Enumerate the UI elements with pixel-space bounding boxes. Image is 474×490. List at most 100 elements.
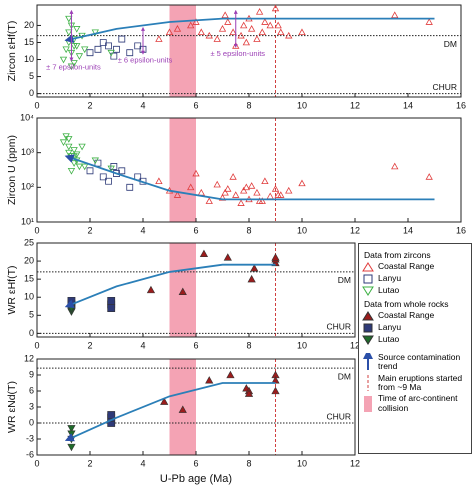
legend-label: Lutao (378, 334, 400, 345)
y-axis-label: WR εNd(T) (6, 381, 18, 433)
data-point (139, 177, 147, 185)
x-tick-label: 0 (34, 340, 39, 350)
data-point (65, 136, 73, 143)
annotation: ± 5 epsilon-units (210, 49, 265, 58)
x-tick-label: 14 (403, 225, 413, 235)
data-point (59, 139, 68, 147)
legend-heading: Data from zircons (364, 250, 431, 260)
reference-label: DM (444, 39, 457, 49)
data-point (229, 173, 237, 180)
data-point (81, 163, 89, 171)
data-point (285, 31, 293, 39)
data-point (65, 143, 73, 151)
data-point (277, 28, 285, 36)
x-tick-label: 8 (246, 100, 251, 110)
x-tick-label: 12 (350, 100, 360, 110)
y-tick-label: 10² (21, 182, 34, 192)
y-tick-label: 0 (29, 417, 34, 427)
data-point (94, 159, 102, 167)
data-point (213, 35, 221, 42)
data-point (255, 197, 264, 204)
legend-swatch (363, 323, 373, 333)
data-point (146, 285, 156, 294)
x-tick-label: 0 (34, 100, 39, 110)
data-point (73, 151, 81, 159)
data-point (271, 4, 280, 12)
data-point (110, 52, 118, 60)
legend-swatch (362, 311, 374, 321)
annotation: ± 7 epsilon-units (46, 63, 101, 72)
y-tick-label: 3 (29, 401, 34, 411)
x-tick-label: 12 (350, 225, 360, 235)
data-point (81, 46, 89, 54)
data-point (62, 46, 70, 54)
y-tick-label: 25 (24, 237, 34, 247)
x-tick-label: 2 (87, 340, 92, 350)
data-point (187, 21, 195, 29)
data-point (107, 304, 116, 312)
reference-label: CHUR (326, 322, 351, 332)
legend-label: Coastal Range (378, 261, 435, 272)
data-point (70, 160, 78, 167)
data-point (425, 173, 433, 180)
data-point (86, 49, 94, 57)
data-point (67, 63, 76, 71)
legend-label: Lanyu (378, 273, 402, 284)
data-point (425, 18, 433, 25)
reference-label: CHUR (432, 82, 457, 92)
legend-item: Coastal Range (362, 310, 468, 321)
data-point (67, 167, 76, 175)
data-point (59, 56, 68, 64)
data-point (205, 376, 214, 384)
data-point (107, 296, 116, 305)
y-tick-label: 20 (24, 20, 34, 30)
data-point (261, 18, 269, 25)
data-point (240, 21, 248, 29)
x-tick-label: 8 (246, 340, 251, 350)
data-point (118, 35, 126, 43)
x-tick-label: 0 (34, 458, 39, 468)
data-point (271, 253, 280, 261)
y-tick-label: 0 (29, 88, 34, 98)
data-point (178, 405, 187, 413)
x-tick-label: 2 (87, 458, 92, 468)
data-point (65, 15, 73, 23)
legend-label: Lutao (378, 285, 400, 296)
data-point (75, 163, 84, 171)
x-tick-label: 2 (87, 100, 92, 110)
y-tick-label: 10 (24, 292, 34, 302)
data-point (178, 287, 187, 295)
trend-line (64, 382, 276, 442)
trend-line (64, 154, 435, 201)
data-point (271, 185, 280, 192)
trend-line (64, 263, 276, 308)
annotation: ± 6 epsilon-units (118, 56, 173, 65)
data-point (244, 389, 254, 397)
data-point (94, 45, 102, 53)
data-point (247, 182, 256, 189)
data-point (205, 197, 213, 204)
data-point (266, 192, 274, 200)
data-point (78, 143, 86, 151)
collision-band (169, 5, 196, 97)
data-point (165, 28, 174, 36)
data-point (105, 177, 112, 185)
x-tick-label: 4 (140, 100, 145, 110)
y-tick-label: 5 (29, 310, 34, 320)
y-tick-label: 10 (24, 54, 34, 64)
data-point (110, 163, 118, 170)
data-point (266, 21, 274, 29)
data-point (274, 191, 282, 198)
data-point (242, 183, 251, 191)
data-point (391, 162, 399, 170)
data-point (70, 60, 78, 67)
data-point (70, 147, 78, 154)
data-point (173, 191, 182, 198)
x-tick-label: 4 (140, 458, 145, 468)
data-point (271, 386, 280, 395)
legend-item: Lutao (362, 334, 468, 345)
y-tick-label: -3 (26, 433, 34, 443)
data-point (221, 11, 229, 19)
